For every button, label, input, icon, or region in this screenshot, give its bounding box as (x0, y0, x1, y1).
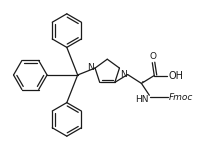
Text: N: N (87, 63, 94, 72)
Text: N: N (120, 70, 127, 79)
Text: ·: · (140, 76, 144, 89)
Text: HN: HN (135, 95, 148, 104)
Text: O: O (149, 52, 156, 61)
Text: Fmoc: Fmoc (169, 93, 193, 102)
Text: OH: OH (168, 70, 183, 81)
